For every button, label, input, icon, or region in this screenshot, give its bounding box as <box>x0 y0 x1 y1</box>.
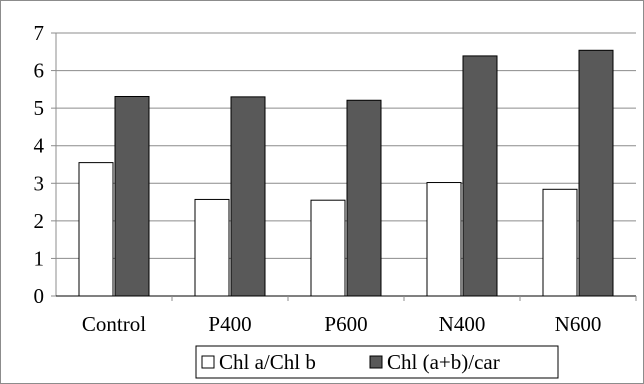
y-tick-label: 5 <box>34 96 45 120</box>
y-tick-label: 2 <box>34 209 45 233</box>
y-tick-label: 7 <box>34 21 45 45</box>
bar-chl-ab-car-n400 <box>462 55 498 297</box>
y-tick-label: 1 <box>34 246 45 270</box>
bar-chl-a-b-n600 <box>542 188 578 297</box>
y-tick-label: 6 <box>34 59 45 83</box>
bar-chl-a-b-p600 <box>310 199 346 297</box>
y-tick-label: 0 <box>34 284 45 308</box>
legend-box <box>195 345 559 379</box>
x-tick-label: P600 <box>324 312 367 336</box>
bar-chl-ab-car-control <box>114 95 150 297</box>
y-tick-label: 4 <box>34 134 45 158</box>
legend-label: Chl a/Chl b <box>219 350 316 374</box>
bar-chl-a-b-p400 <box>194 198 230 297</box>
bars <box>78 49 614 297</box>
x-tick-label: Control <box>82 312 146 336</box>
x-ticks: Control P400 P600 N400 N600 <box>82 296 637 336</box>
y-ticks: 0 1 2 3 4 5 6 7 <box>34 21 56 308</box>
legend: Chl a/Chl b Chl (a+b)/car <box>195 345 559 379</box>
bar-chl-ab-car-p400 <box>230 96 266 297</box>
y-tick-label: 3 <box>34 171 45 195</box>
legend-label: Chl (a+b)/car <box>387 350 500 374</box>
bar-chl-ab-car-p600 <box>346 99 382 297</box>
legend-swatch <box>201 355 215 369</box>
x-tick-label: N400 <box>439 312 486 336</box>
bar-chl-ab-car-n600 <box>578 49 614 297</box>
x-tick-label: N600 <box>555 312 602 336</box>
x-tick-label: P400 <box>208 312 251 336</box>
bar-chl-a-b-control <box>78 162 114 297</box>
bar-chl-a-b-n400 <box>426 182 462 297</box>
legend-swatch <box>369 355 383 369</box>
axes <box>55 33 636 297</box>
gridlines <box>56 32 636 259</box>
